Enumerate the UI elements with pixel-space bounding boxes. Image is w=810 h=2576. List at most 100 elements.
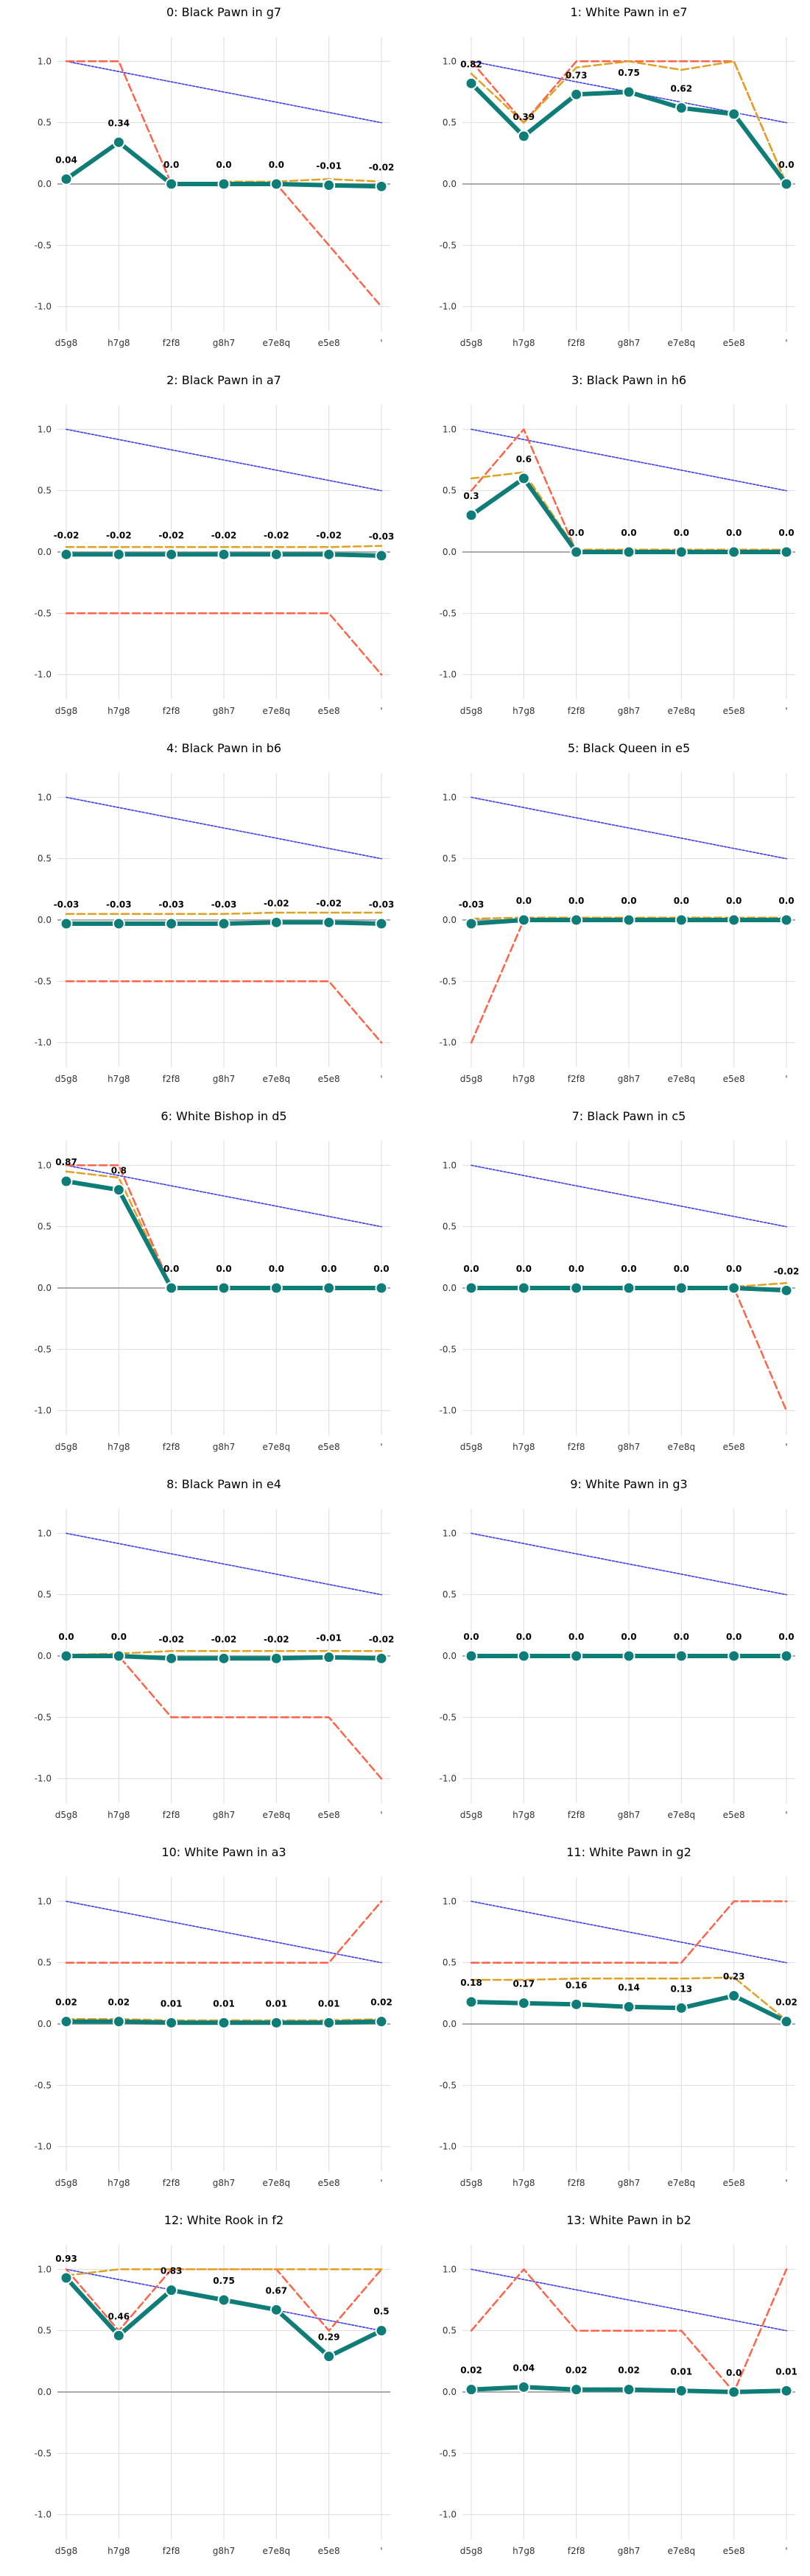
y-tick-label: -1.0 [35,2142,52,2152]
data-point [570,913,583,927]
data-label: 0.04 [55,155,77,165]
x-tick-label: d5g8 [460,706,483,716]
data-label: -0.02 [264,898,289,908]
y-tick-label: 0.5 [38,486,52,496]
x-tick-label: g8h7 [618,706,641,716]
data-label: 0.02 [460,2366,482,2376]
data-label: 0.0 [674,896,689,906]
chart-title: 5: Black Queen in e5 [568,741,690,755]
data-point [622,1281,635,1295]
x-tick-label: d5g8 [55,338,78,348]
data-point [570,545,583,559]
chart-title: 2: Black Pawn in a7 [166,373,281,387]
data-label: 0.3 [463,491,479,501]
data-label: 0.01 [213,1998,235,2009]
data-point [570,1649,583,1663]
y-tick-label: 1.0 [38,424,52,434]
chart-title: 12: White Rook in f2 [164,2213,284,2227]
x-tick-label: e7e8q [668,2178,696,2188]
data-point [270,2303,283,2316]
y-tick-label: 0.0 [38,915,52,925]
y-tick-label: 1.0 [38,56,52,66]
x-tick-label: d5g8 [460,2178,483,2188]
data-point [60,1649,73,1663]
x-tick-label: e7e8q [668,1074,696,1084]
x-tick-label: h7g8 [108,338,130,348]
data-point [323,1651,336,1664]
data-label: 0.29 [318,2332,340,2343]
data-point [323,916,336,929]
y-tick-label: -1.0 [440,1774,457,1784]
x-tick-label: h7g8 [513,1442,535,1452]
series-line-blue-dotted [471,428,787,492]
data-point [270,177,283,191]
chart-title: 4: Black Pawn in b6 [166,741,281,755]
data-label: 0.0 [568,1632,584,1642]
data-point [112,917,125,930]
data-label: 0.0 [516,896,532,906]
x-tick-label: h7g8 [513,1074,535,1084]
chart-panel-10: 10: White Pawn in a3 -1.0 -0.5 0.0 0.5 1.0 d5g… [35,1845,392,2188]
y-tick-label: 0.0 [38,1651,52,1661]
data-label: 0.75 [618,68,640,78]
data-point [375,1281,388,1295]
y-tick-label: 0.5 [443,1222,457,1232]
series-line-blue-dotted [471,1532,787,1596]
data-label: -0.02 [316,530,342,540]
data-point [675,1649,688,1663]
data-point [780,545,793,559]
data-label: 0.04 [513,2363,535,2373]
y-tick-label: -1.0 [35,670,52,680]
data-point [517,130,530,143]
chart-title: 13: White Pawn in b2 [566,2213,691,2227]
x-tick-label: g8h7 [618,338,641,348]
x-tick-label: h7g8 [513,1810,535,1820]
y-tick-label: -1.0 [440,1406,457,1416]
data-label: 0.73 [566,70,588,80]
data-point [465,1281,478,1295]
y-tick-label: 0.5 [443,854,457,864]
series-line-red-dashed [65,980,383,1044]
y-tick-label: 0.5 [443,1590,457,1600]
y-tick-label: 0.0 [38,2387,52,2397]
x-tick-label: f2f8 [568,338,585,348]
data-label: 0.02 [370,1998,392,2008]
data-label: 0.0 [463,1264,479,1274]
data-label: -0.02 [158,530,184,540]
x-tick-label: e5e8 [318,2546,340,2556]
y-tick-label: 1.0 [443,1160,457,1170]
x-tick-label: ' [380,706,382,716]
x-tick-label: e7e8q [263,2546,291,2556]
y-tick-label: 0.5 [38,1958,52,1968]
x-tick-label: e7e8q [263,1810,291,1820]
data-point [728,1989,741,2003]
data-label: -0.02 [54,530,80,540]
data-point [60,1175,73,1188]
y-tick-label: 1.0 [443,56,457,66]
data-point [112,135,125,149]
y-tick-label: 0.0 [38,547,52,557]
data-point [517,1281,530,1295]
x-tick-label: e7e8q [263,2178,291,2188]
data-point [622,85,635,99]
y-tick-label: -0.5 [440,240,457,250]
x-tick-label: d5g8 [460,1442,483,1452]
y-tick-label: 1.0 [38,2264,52,2274]
data-point [60,2271,73,2285]
y-tick-label: 0.0 [443,915,457,925]
data-label: 0.0 [568,896,584,906]
chart-panel-9: 9: White Pawn in g3 -1.0 -0.5 0.0 0.5 1.0 d5g8… [440,1477,795,1820]
x-tick-label: h7g8 [108,2178,130,2188]
data-point [622,2000,635,2014]
data-point [517,913,530,927]
series-line-blue-dotted [66,1532,382,1596]
data-label: -0.03 [106,899,132,910]
y-tick-label: 0.5 [443,486,457,496]
series-line-blue-dotted [471,1164,787,1228]
y-tick-label: 1.0 [38,792,52,802]
data-label: -0.03 [369,531,395,542]
data-label: 0.0 [321,1264,337,1274]
data-label: 0.14 [618,1983,640,1993]
x-tick-label: g8h7 [213,706,236,716]
chart-panel-0: 0: Black Pawn in g7 -1.0 -0.5 0.0 0.5 1.0 d5g8… [35,5,395,348]
